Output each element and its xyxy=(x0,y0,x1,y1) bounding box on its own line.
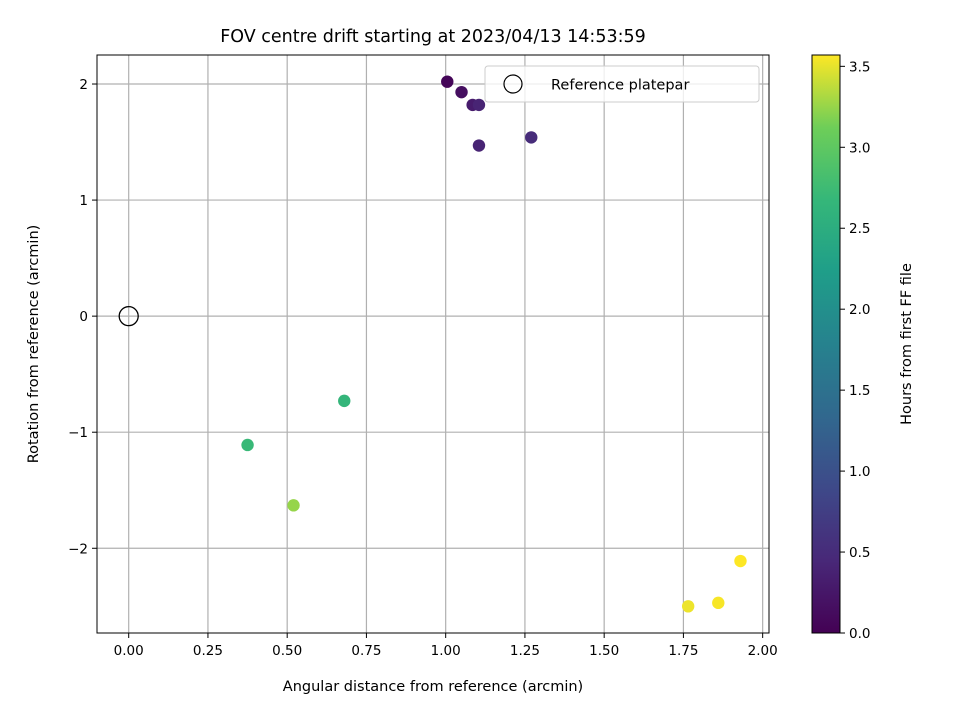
legend: Reference platepar xyxy=(484,65,760,103)
y-axis-ticks: −2 −1 0 1 2 xyxy=(68,77,97,557)
colorbar: 0.0 0.5 1.0 1.5 2.0 2.5 3.0 3.5 Hours from firs… xyxy=(811,54,915,642)
grid xyxy=(97,55,769,633)
colorbar-tick-label: 0.5 xyxy=(849,545,870,561)
x-tick-label: 0.75 xyxy=(351,643,381,659)
data-point xyxy=(712,596,725,610)
colorbar-tick-label: 2.0 xyxy=(849,302,870,318)
colorbar-tick-label: 2.5 xyxy=(849,221,870,237)
colorbar-ticks: 0.0 0.5 1.0 1.5 2.0 2.5 3.0 3.5 xyxy=(840,59,870,642)
colorbar-tick-label: 3.0 xyxy=(849,140,870,156)
y-tick-label: −1 xyxy=(68,425,88,441)
x-tick-label: 1.25 xyxy=(510,643,540,659)
y-tick-label: 0 xyxy=(79,309,88,325)
colorbar-gradient xyxy=(811,54,841,634)
x-tick-label: 0.00 xyxy=(114,643,144,659)
colorbar-tick-label: 1.5 xyxy=(849,383,870,399)
legend-frame xyxy=(484,65,760,103)
chart-title: FOV centre drift starting at 2023/04/13 … xyxy=(220,27,646,47)
y-axis-label: Rotation from reference (arcmin) xyxy=(26,225,42,464)
data-point xyxy=(338,394,351,408)
plot-area: 0.00 0.25 0.50 0.75 1.00 1.25 1.50 1.75 2.00 −2−… xyxy=(68,54,778,659)
data-point xyxy=(525,131,538,144)
y-tick-label: −2 xyxy=(68,541,88,557)
data-point xyxy=(472,98,486,112)
x-tick-label: 1.75 xyxy=(668,643,698,659)
data-point xyxy=(287,499,300,512)
y-tick-label: 2 xyxy=(79,77,88,93)
x-tick-label: 2.00 xyxy=(748,643,778,659)
data-point xyxy=(472,139,486,152)
data-point xyxy=(241,438,254,452)
legend-label-reference: Reference platepar xyxy=(551,78,689,94)
colorbar-label: Hours from first FF file xyxy=(899,263,915,425)
x-tick-label: 1.50 xyxy=(589,643,619,659)
data-point xyxy=(734,554,747,568)
colorbar-tick-label: 0.0 xyxy=(849,626,870,642)
colorbar-tick-label: 3.5 xyxy=(849,59,870,75)
reference-point xyxy=(118,305,139,327)
legend-marker-reference xyxy=(503,74,523,94)
data-point xyxy=(681,600,695,613)
colorbar-tick-label: 1.0 xyxy=(849,464,870,480)
data-point xyxy=(441,75,454,88)
data-point xyxy=(455,85,468,99)
axes-frame xyxy=(96,54,770,634)
y-tick-label: 1 xyxy=(79,193,88,209)
data-points xyxy=(118,75,747,613)
x-axis-label: Angular distance from reference (arcmin) xyxy=(283,679,583,695)
x-axis-ticks: 0.00 0.25 0.50 0.75 1.00 1.25 1.50 1.75 2.00 xyxy=(114,633,778,659)
x-tick-label: 1.00 xyxy=(431,643,461,659)
x-tick-label: 0.25 xyxy=(193,643,223,659)
x-tick-label: 0.50 xyxy=(272,643,302,659)
